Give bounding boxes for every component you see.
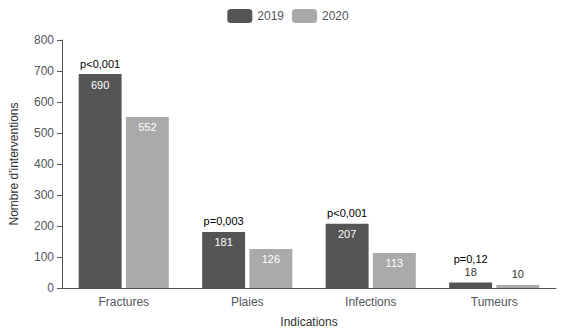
svg-text:2019: 2019: [257, 9, 284, 23]
svg-text:2020: 2020: [322, 9, 349, 23]
svg-text:126: 126: [262, 253, 280, 265]
svg-text:552: 552: [138, 121, 156, 133]
svg-text:Infections: Infections: [345, 295, 396, 309]
svg-text:181: 181: [214, 236, 232, 248]
svg-text:700: 700: [34, 64, 54, 78]
svg-text:Plaies: Plaies: [231, 295, 264, 309]
svg-text:800: 800: [34, 33, 54, 47]
svg-text:300: 300: [34, 188, 54, 202]
svg-text:10: 10: [512, 268, 524, 280]
svg-text:p<0,001: p<0,001: [327, 207, 367, 219]
svg-text:Fractures: Fractures: [98, 295, 149, 309]
svg-text:100: 100: [34, 250, 54, 264]
svg-text:600: 600: [34, 95, 54, 109]
svg-text:690: 690: [91, 79, 109, 91]
svg-text:Indications: Indications: [280, 315, 337, 329]
svg-text:0: 0: [47, 281, 54, 295]
svg-text:p<0,001: p<0,001: [80, 58, 120, 70]
svg-text:p=0,003: p=0,003: [204, 215, 244, 227]
svg-text:p=0,12: p=0,12: [454, 253, 488, 265]
svg-text:Nombre d'interventions: Nombre d'interventions: [7, 102, 21, 225]
svg-text:200: 200: [34, 219, 54, 233]
svg-text:207: 207: [338, 228, 356, 240]
svg-text:18: 18: [465, 266, 477, 278]
svg-text:Tumeurs: Tumeurs: [471, 295, 518, 309]
svg-text:500: 500: [34, 126, 54, 140]
svg-text:113: 113: [386, 257, 404, 269]
svg-text:400: 400: [34, 157, 54, 171]
